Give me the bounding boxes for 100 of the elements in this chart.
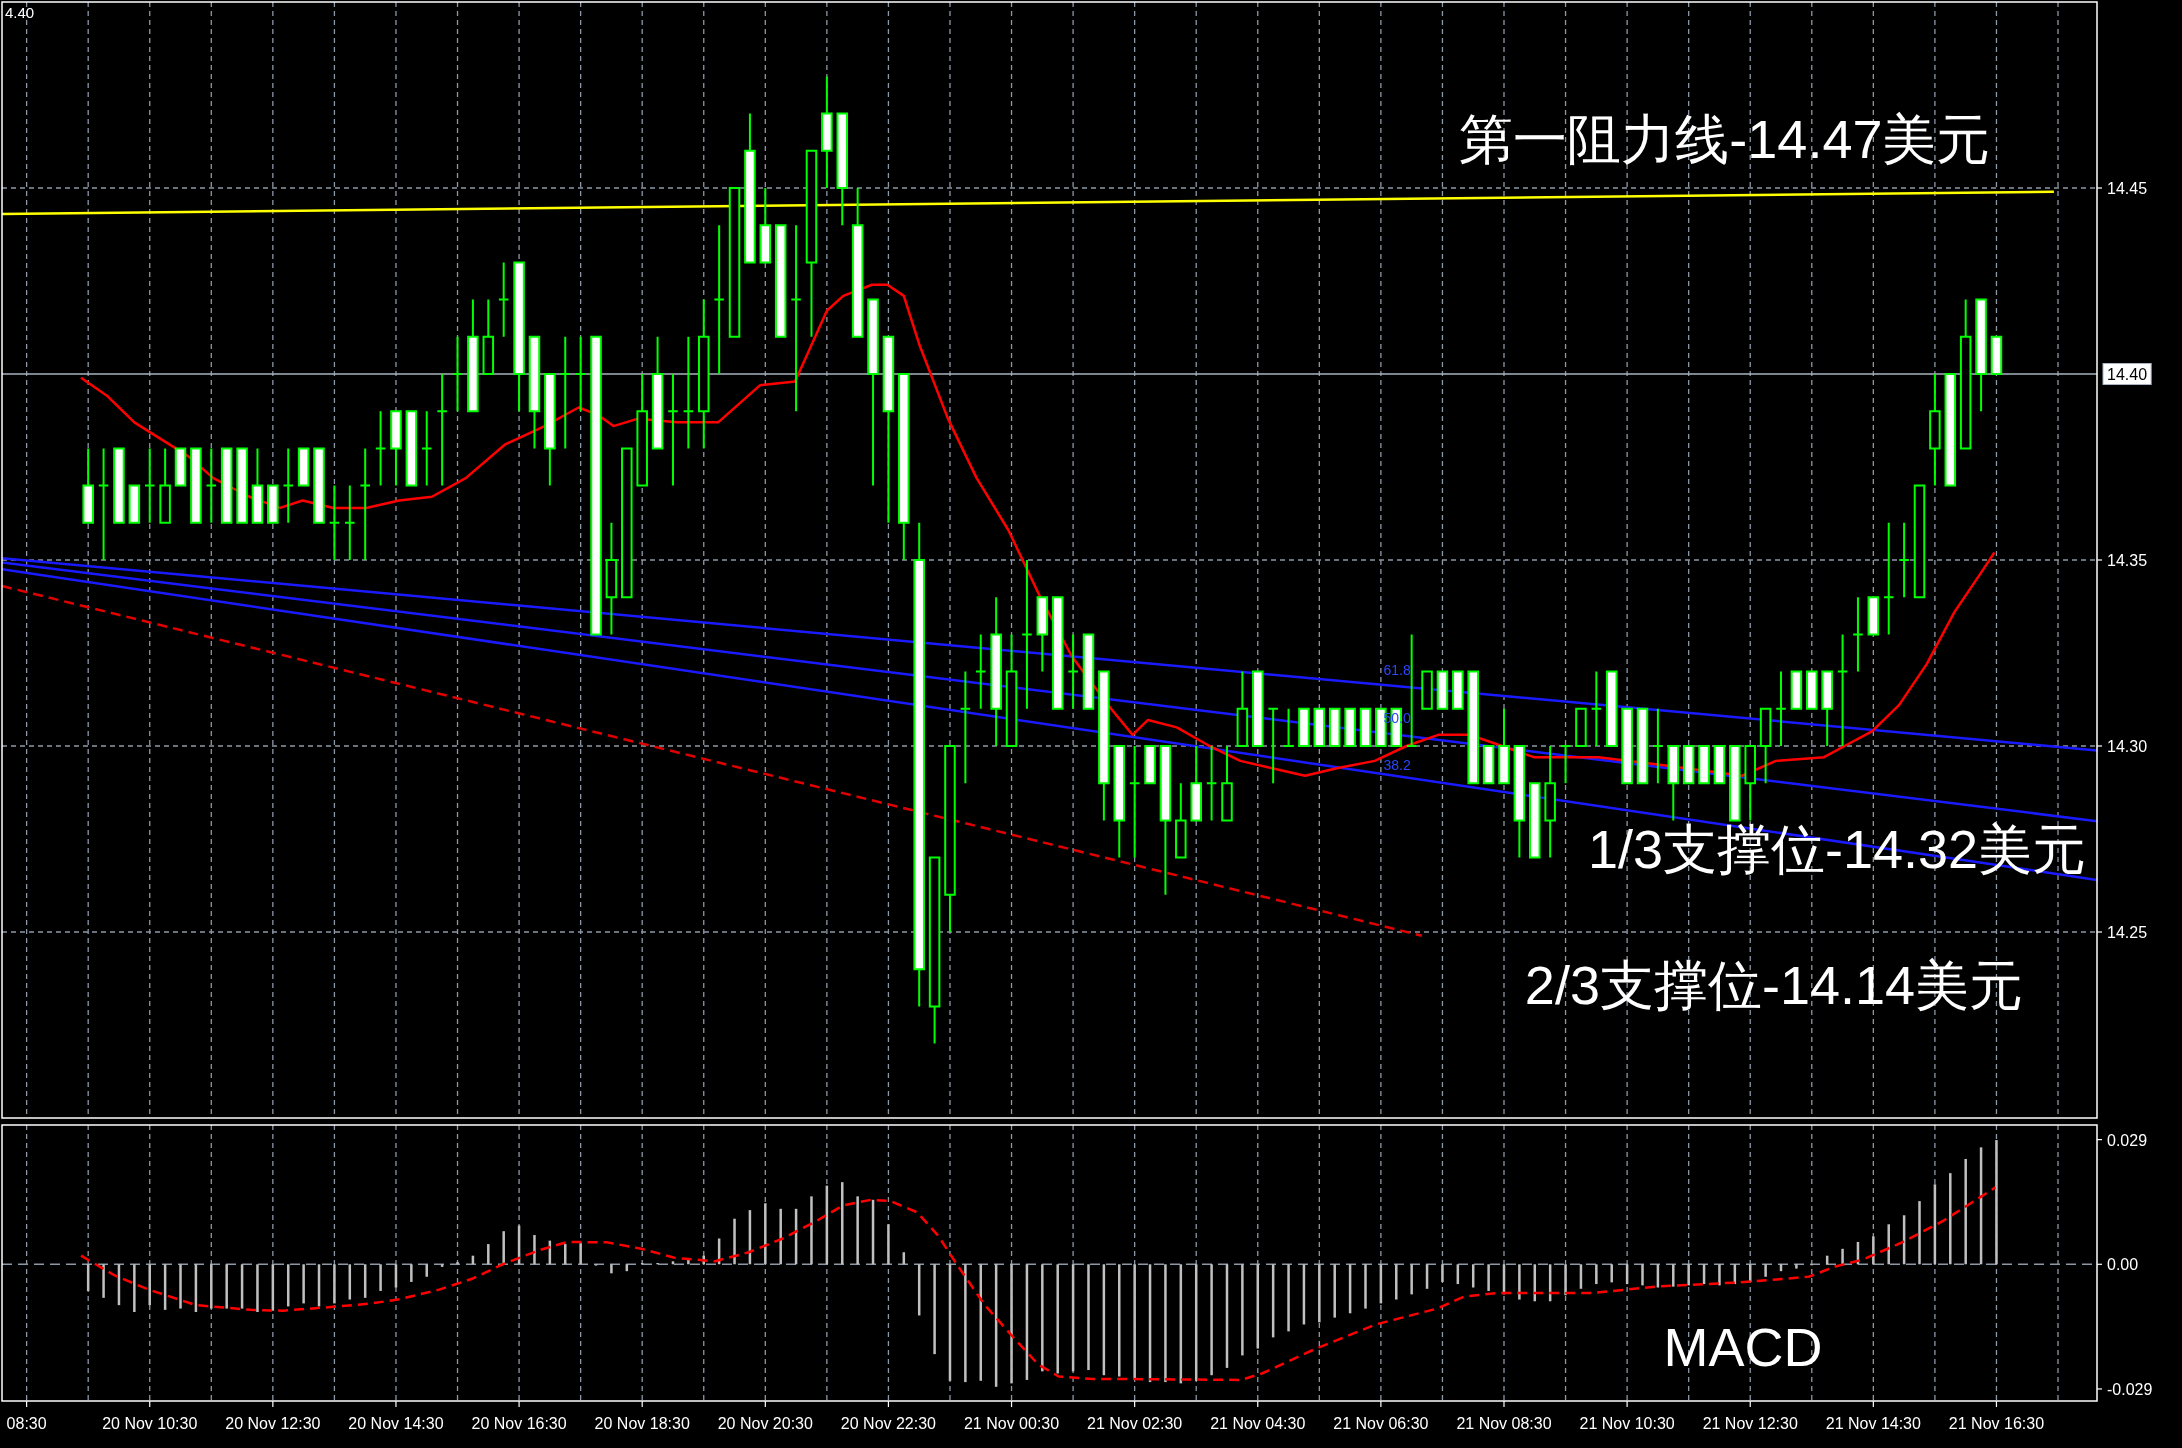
candlestick [697,298,710,450]
bar [133,1264,136,1313]
bar [1672,1264,1675,1287]
bar [1133,1264,1136,1379]
bar [810,1196,813,1265]
bar [410,1264,413,1282]
candlestick [744,112,756,264]
bar [1087,1264,1090,1371]
x-tick-label: 20 Nov 22:30 [840,1414,937,1432]
candlestick [513,261,525,413]
bar [1041,1264,1044,1372]
bar [1995,1140,1998,1265]
bar [1487,1264,1490,1291]
candlestick [267,484,279,524]
candlestick [1344,707,1356,747]
bar [764,1203,767,1265]
candlestick [1729,745,1741,822]
candlestick [1698,745,1710,785]
candlestick [605,521,618,636]
candlestick [359,447,371,561]
candlestick [1944,373,1957,487]
candlestick [82,447,94,524]
bar [610,1264,613,1274]
candlestick [528,335,541,450]
bar [1410,1264,1413,1295]
y-tick-label: 0.029 [2107,1131,2148,1149]
candlestick [1867,596,1880,636]
candlestick [1744,745,1756,822]
candlestick [1990,335,2003,375]
bar [856,1196,859,1265]
candlestick [790,224,802,413]
y-tick-label: 14.25 [2107,923,2148,941]
bar [1764,1264,1767,1277]
candlestick [282,447,295,524]
bar [779,1208,782,1265]
candlestick [390,410,402,487]
bar [1287,1264,1290,1332]
bar [1241,1264,1244,1356]
candlestick [143,447,156,524]
candlestick [1328,707,1341,747]
candlestick [1005,633,1018,747]
bar [1364,1264,1367,1309]
candlestick [1636,707,1649,785]
candlestick [728,187,741,338]
candlestick [913,521,925,1008]
bar [1333,1264,1336,1318]
candlestick [1898,521,1910,599]
bar [964,1264,967,1383]
candlestick [1159,745,1172,896]
x-tick-label: 08:30 [6,1414,47,1432]
annotation: MACD [1663,1316,1823,1377]
bar [210,1264,213,1309]
candlestick [1836,633,1849,747]
candlestick [851,187,864,338]
candlestick [1821,670,1833,747]
bar [1887,1224,1890,1265]
candlestick [836,112,849,227]
candlestick [297,447,310,487]
candlestick [113,447,125,524]
candlestick [651,335,664,450]
annotation: 61.8 [1383,662,1411,679]
candlestick [344,484,356,561]
candlestick [128,484,141,524]
annotation: 第一阻力线-14.47美元 [1459,109,1991,170]
candlestick [867,298,879,487]
bar [1872,1236,1875,1265]
candlestick [1113,745,1126,859]
candlestick [1313,707,1326,747]
candlestick [1759,707,1772,785]
y-tick-label: 14.45 [2107,179,2148,197]
candlestick [1467,670,1479,785]
x-tick-label: 20 Nov 10:30 [102,1414,198,1432]
candlestick [1590,670,1603,747]
bar [1118,1264,1121,1377]
candlestick [1205,745,1218,822]
bar [225,1264,228,1309]
annotation: 50.0 [1383,710,1411,727]
candlestick [436,373,448,487]
candlestick [1529,782,1541,859]
candlestick [1436,670,1449,710]
candlestick [959,670,972,785]
x-tick-label: 20 Nov 12:30 [225,1414,321,1432]
candlestick [990,596,1002,747]
x-tick-label: 21 Nov 12:30 [1702,1414,1798,1432]
bar [440,1264,444,1267]
annotation: 38.2 [1383,757,1411,774]
candlestick [1252,670,1264,747]
x-tick-label: 21 Nov 10:30 [1579,1414,1675,1432]
candlestick [1021,559,1033,710]
candlestick [1621,707,1633,785]
bar [887,1224,890,1265]
bar [841,1182,844,1265]
candlestick [1806,670,1818,710]
bar [1595,1264,1598,1285]
bar [1795,1264,1798,1269]
candlestick [1051,596,1064,710]
candlestick [713,224,725,375]
y-tick-label: 14.30 [2107,737,2148,755]
candlestick [1098,670,1110,822]
bar [487,1244,490,1265]
